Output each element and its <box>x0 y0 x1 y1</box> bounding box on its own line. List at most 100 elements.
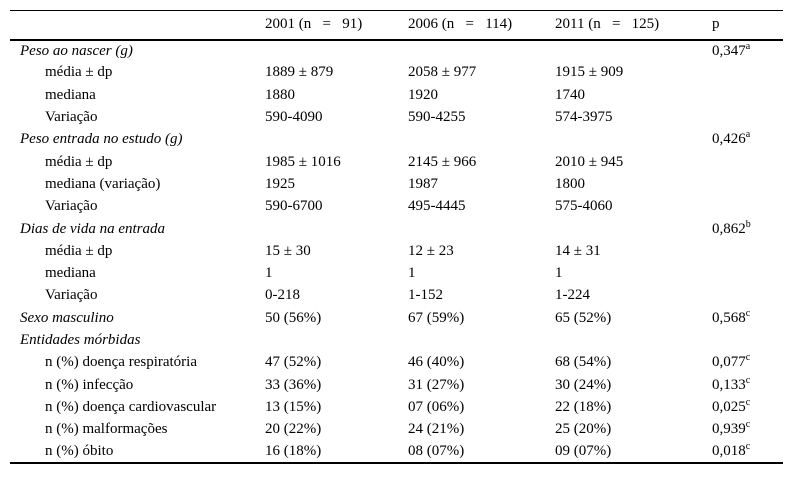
p-superscript: c <box>745 440 751 452</box>
p-superscript: c <box>745 307 751 319</box>
data-row: mediana (variação) 1925 1987 1800 <box>10 173 783 195</box>
value-cell-2006: 495-4445 <box>408 198 466 215</box>
data-row: Variação 590-4090 590-4255 574-3975 <box>10 106 783 128</box>
p-value-cell <box>712 84 783 106</box>
value-cell-2001: 20 (22%) <box>265 421 322 438</box>
p-value: 0,025 <box>712 398 746 415</box>
header-col-2011: 2011 (n = 125) <box>555 10 712 41</box>
p-superscript: c <box>745 396 751 408</box>
value-cell-2006 <box>408 218 555 240</box>
p-value: 0,939 <box>712 421 746 438</box>
row-label: Peso entrada no estudo (g) <box>20 131 183 148</box>
p-value-cell <box>712 62 783 84</box>
value-cell-2001: 1880 <box>265 86 295 103</box>
value-cell-2006: 590-4255 <box>408 109 466 126</box>
value-cell-2011: 1-224 <box>555 287 590 304</box>
p-value-cell: 0,077c <box>712 352 783 374</box>
p-value-cell <box>712 262 783 284</box>
p-superscript: b <box>745 218 751 230</box>
value-cell-2006: 1-152 <box>408 287 443 304</box>
value-cell-2001: 47 (52%) <box>265 354 322 371</box>
value-cell-2011: 22 (18%) <box>555 398 612 415</box>
value-cell-2006: 08 (07%) <box>408 442 465 459</box>
data-row: mediana 1 1 1 <box>10 262 783 284</box>
p-value: 0,018 <box>712 442 746 459</box>
data-row: n (%) óbito 16 (18%) 08 (07%) 09 (07%) 0,018… <box>10 441 783 463</box>
p-value: 0,133 <box>712 376 746 393</box>
p-superscript: a <box>745 129 751 141</box>
row-label: mediana <box>45 265 96 282</box>
value-cell-2011: 68 (54%) <box>555 354 612 371</box>
data-row: média ± dp 1985 ± 1016 2145 ± 966 2010 ± 94… <box>10 151 783 173</box>
value-cell-2001 <box>265 329 408 351</box>
data-row: Variação 590-6700 495-4445 575-4060 <box>10 196 783 218</box>
value-cell-2006: 12 ± 23 <box>408 242 454 259</box>
value-cell-2006 <box>408 329 555 351</box>
section-row: Sexo masculino 50 (56%) 67 (59%) 65 (52%) 0,… <box>10 307 783 329</box>
p-value-cell: 0,862b <box>712 218 783 240</box>
value-cell-2001: 15 ± 30 <box>265 242 311 259</box>
p-value-cell: 0,025c <box>712 396 783 418</box>
header-empty-cell <box>10 10 265 41</box>
value-cell-2001: 33 (36%) <box>265 376 322 393</box>
p-value-cell: 0,426a <box>712 129 783 151</box>
row-label: média ± dp <box>45 242 113 259</box>
value-cell-2011 <box>555 40 712 62</box>
value-cell-2001 <box>265 40 408 62</box>
value-cell-2011: 1800 <box>555 175 585 192</box>
value-cell-2006: 2145 ± 966 <box>408 153 477 170</box>
row-label: Sexo masculino <box>20 309 114 326</box>
header-col-2006: 2006 (n = 114) <box>408 10 555 41</box>
data-row: Variação 0-218 1-152 1-224 <box>10 285 783 307</box>
row-label: n (%) doença respiratória <box>45 354 198 371</box>
value-cell-2011 <box>555 218 712 240</box>
value-cell-2006 <box>408 40 555 62</box>
value-cell-2011 <box>555 329 712 351</box>
p-value-cell: 0,568c <box>712 307 783 329</box>
section-row: Entidades mórbidas <box>10 329 783 351</box>
p-value-cell <box>712 151 783 173</box>
value-cell-2011: 14 ± 31 <box>555 242 601 259</box>
value-cell-2011: 1740 <box>555 86 585 103</box>
row-label: n (%) doença cardiovascular <box>45 398 217 415</box>
row-label: Variação <box>45 198 98 215</box>
value-cell-2001 <box>265 129 408 151</box>
p-superscript: a <box>745 40 751 52</box>
row-label: Entidades mórbidas <box>20 332 141 348</box>
data-row: média ± dp 1889 ± 879 2058 ± 977 1915 ± 909 <box>10 62 783 84</box>
value-cell-2006: 31 (27%) <box>408 376 465 393</box>
row-label: mediana <box>45 86 96 103</box>
value-cell-2001: 50 (56%) <box>265 309 322 326</box>
p-superscript: c <box>745 419 751 431</box>
row-label: Peso ao nascer (g) <box>20 42 133 59</box>
header-col-2001: 2001 (n = 91) <box>265 10 408 41</box>
data-row: n (%) doença cardiovascular 13 (15%) 07 (0… <box>10 396 783 418</box>
section-row: Peso entrada no estudo (g) 0,426a <box>10 129 783 151</box>
data-row: n (%) doença respiratória 47 (52%) 46 (40%… <box>10 352 783 374</box>
row-label: Variação <box>45 287 98 304</box>
data-row: n (%) infecção 33 (36%) 31 (27%) 30 (24%) 0,… <box>10 374 783 396</box>
p-value: 0,347 <box>712 42 746 59</box>
row-label: Variação <box>45 109 98 126</box>
value-cell-2006: 24 (21%) <box>408 421 465 438</box>
p-superscript: c <box>745 374 751 386</box>
row-label: n (%) óbito <box>45 442 114 459</box>
p-value-cell <box>712 240 783 262</box>
row-label: média ± dp <box>45 153 113 170</box>
value-cell-2006: 1 <box>408 265 416 282</box>
p-superscript: c <box>745 352 751 364</box>
p-value: 0,077 <box>712 354 746 371</box>
value-cell-2006: 67 (59%) <box>408 309 465 326</box>
value-cell-2001: 1889 ± 879 <box>265 64 334 81</box>
study-comparison-table: 2001 (n = 91) 2006 (n = 114) 2011 (n = 1… <box>10 10 783 465</box>
value-cell-2011 <box>555 129 712 151</box>
value-cell-2001: 1985 ± 1016 <box>265 153 341 170</box>
p-value: 0,862 <box>712 220 746 237</box>
value-cell-2006: 07 (06%) <box>408 398 465 415</box>
value-cell-2001: 1 <box>265 265 273 282</box>
value-cell-2001: 0-218 <box>265 287 300 304</box>
data-row: n (%) malformações 20 (22%) 24 (21%) 25 (20… <box>10 419 783 441</box>
p-value-cell: 0,133c <box>712 374 783 396</box>
p-value-cell <box>712 173 783 195</box>
